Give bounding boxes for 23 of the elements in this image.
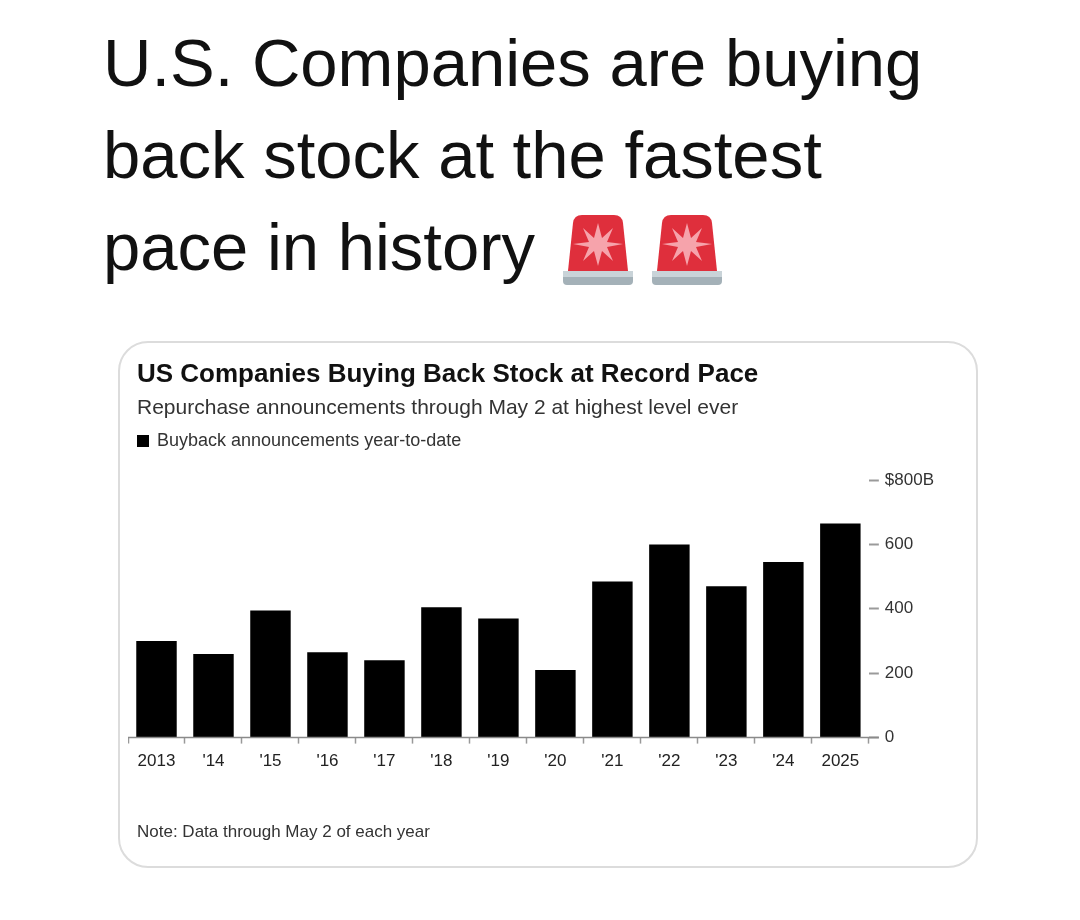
x-tick-label: '18 <box>430 751 453 771</box>
x-tick-label: '14 <box>202 751 225 771</box>
x-tick-label: '24 <box>772 751 795 771</box>
chart-subtitle: Repurchase announcements through May 2 at highest level ever <box>137 395 739 419</box>
x-tick-label: '17 <box>373 751 396 771</box>
x-tick-label: '16 <box>316 751 339 771</box>
text: Note: Data through May 2 of each year <box>137 822 430 842</box>
x-tick-label: 2013 <box>137 751 176 771</box>
x-tick-label: 2025 <box>821 751 860 771</box>
y-tick-label: $800B <box>884 469 935 489</box>
x-tick-label: '19 <box>487 751 510 771</box>
text: U.S. Companies are buying back stock at the fastest pace in history <box>103 24 924 286</box>
x-tick-label: '23 <box>715 751 738 771</box>
y-tick-label: 600 <box>884 534 914 554</box>
chart-title: US Companies Buying Back Stock at Record Pace <box>137 358 759 389</box>
x-tick-label: '15 <box>259 751 282 771</box>
x-tick-label: '21 <box>601 751 624 771</box>
x-tick-label: '20 <box>544 751 567 771</box>
x-tick-label: '22 <box>658 751 681 771</box>
y-tick-label: 0 <box>884 727 895 747</box>
y-tick-label: 200 <box>884 662 914 682</box>
y-tick-label: 400 <box>884 598 914 618</box>
legend-label: Buyback announcements year-to-date <box>157 430 462 451</box>
